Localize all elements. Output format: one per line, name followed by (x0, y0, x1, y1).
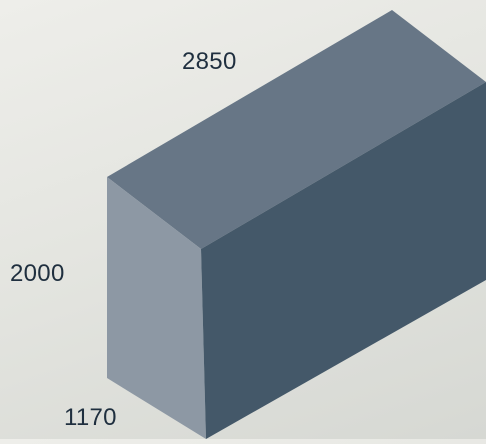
box-top-face (107, 10, 486, 249)
box-left-face (107, 177, 206, 439)
box-front-face (201, 82, 486, 439)
width-dimension-label: 2850 (182, 48, 237, 75)
height-dimension-label: 2000 (10, 260, 65, 287)
depth-dimension-label: 1170 (64, 404, 117, 431)
